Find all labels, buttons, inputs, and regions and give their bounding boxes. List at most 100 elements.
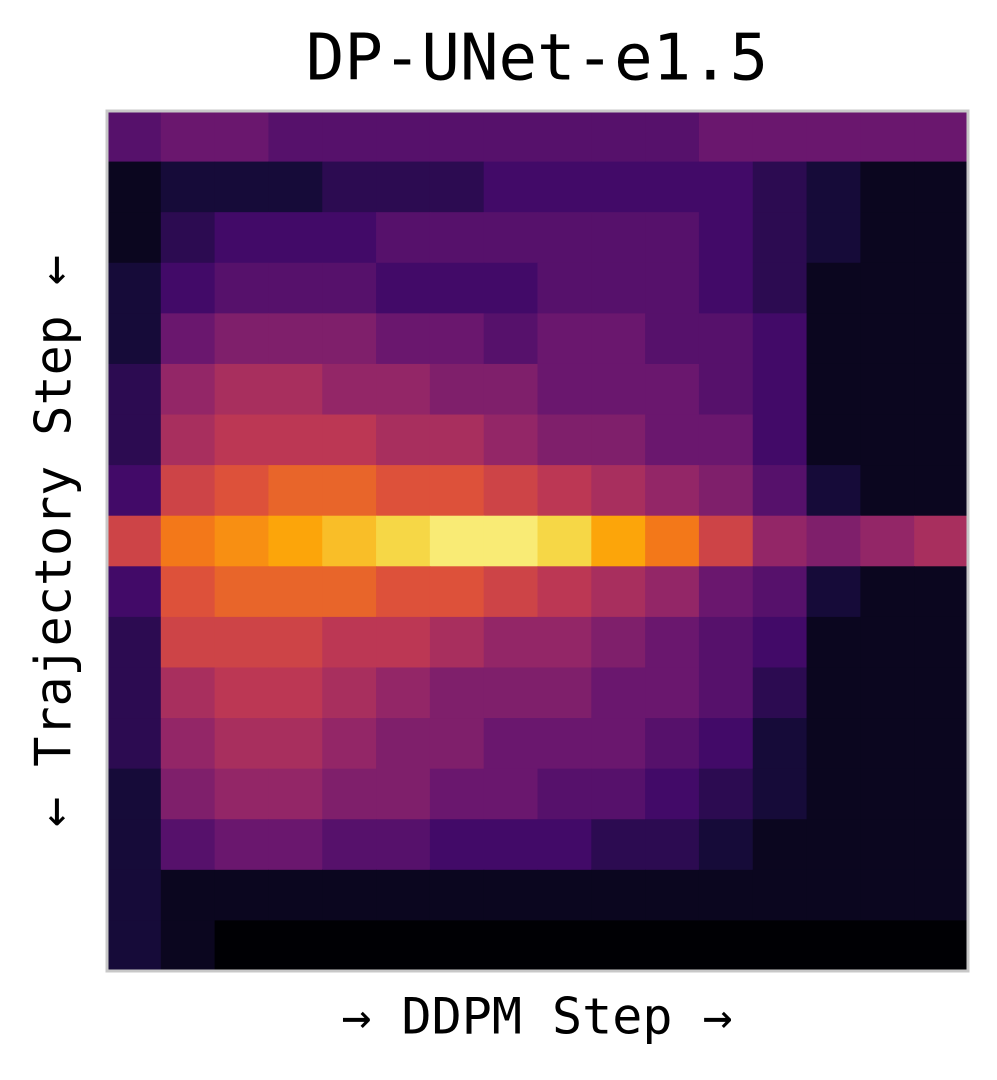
heatmap-cell bbox=[537, 566, 592, 618]
heatmap-cell bbox=[107, 212, 162, 264]
heatmap-cell bbox=[268, 768, 323, 820]
heatmap-cell bbox=[914, 363, 969, 416]
heatmap-cell bbox=[483, 262, 539, 314]
heatmap-cell bbox=[806, 768, 861, 820]
heatmap-cell bbox=[860, 363, 915, 416]
heatmap-cell bbox=[376, 718, 431, 770]
x-axis-label: → DDPM Step → bbox=[341, 988, 732, 1046]
heatmap-cell bbox=[914, 920, 969, 972]
heatmap-cell bbox=[160, 313, 216, 365]
heatmap-cell bbox=[429, 313, 485, 365]
heatmap-cell bbox=[268, 161, 323, 213]
heatmap-cell bbox=[591, 111, 646, 163]
heatmap-cell bbox=[537, 515, 592, 567]
heatmap-cell bbox=[752, 616, 808, 669]
heatmap-cell bbox=[806, 313, 861, 365]
heatmap-cell bbox=[429, 465, 485, 517]
heatmap-cell bbox=[752, 161, 808, 213]
heatmap-cell bbox=[537, 667, 592, 719]
heatmap-cell bbox=[591, 212, 646, 264]
heatmap-cell bbox=[860, 313, 915, 365]
heatmap-cell bbox=[160, 718, 216, 770]
heatmap-cell bbox=[860, 212, 915, 264]
heatmap-cell bbox=[429, 161, 485, 213]
heatmap-cell bbox=[214, 313, 270, 365]
heatmap-cell bbox=[376, 262, 431, 314]
heatmap-cell bbox=[107, 515, 162, 567]
heatmap-cell bbox=[591, 414, 646, 466]
heatmap-cell bbox=[322, 616, 377, 669]
heatmap-cell bbox=[429, 363, 485, 416]
heatmap-cell bbox=[860, 667, 915, 719]
heatmap-cell bbox=[376, 566, 431, 618]
heatmap-cell bbox=[860, 414, 915, 466]
heatmap-cell bbox=[268, 515, 323, 567]
heatmap-cell bbox=[914, 262, 969, 314]
heatmap-cell bbox=[860, 161, 915, 213]
heatmap-cell bbox=[214, 363, 270, 416]
heatmap-cell bbox=[537, 212, 592, 264]
heatmap-cell bbox=[107, 262, 162, 314]
heatmap-cell bbox=[322, 869, 377, 922]
heatmap-cell bbox=[483, 616, 539, 669]
heatmap-cell bbox=[160, 819, 216, 871]
heatmap-cell bbox=[914, 869, 969, 922]
heatmap-cell bbox=[645, 212, 700, 264]
heatmap-cell bbox=[752, 819, 808, 871]
heatmap-cell bbox=[752, 313, 808, 365]
heatmap-cell bbox=[214, 414, 270, 466]
heatmap-cell bbox=[914, 465, 969, 517]
heatmap-cell bbox=[537, 819, 592, 871]
heatmap-cell bbox=[860, 262, 915, 314]
heatmap-cell bbox=[752, 667, 808, 719]
heatmap-cell bbox=[107, 111, 162, 163]
heatmap-cell bbox=[214, 262, 270, 314]
heatmap-cell bbox=[322, 111, 377, 163]
heatmap-cell bbox=[806, 212, 861, 264]
heatmap-cell bbox=[806, 616, 861, 669]
heatmap-cell bbox=[376, 819, 431, 871]
heatmap-cell bbox=[914, 515, 969, 567]
heatmap-cell bbox=[107, 161, 162, 213]
heatmap-cell bbox=[645, 869, 700, 922]
heatmap-cell bbox=[429, 718, 485, 770]
heatmap-cell bbox=[429, 869, 485, 922]
heatmap-cell bbox=[322, 465, 377, 517]
heatmap-cell bbox=[268, 566, 323, 618]
heatmap-cell bbox=[537, 262, 592, 314]
heatmap-cell bbox=[160, 161, 216, 213]
heatmap-cell bbox=[752, 768, 808, 820]
heatmap-cell bbox=[698, 161, 754, 213]
heatmap-cell bbox=[698, 414, 754, 466]
heatmap-cell bbox=[914, 616, 969, 669]
heatmap-cell bbox=[806, 161, 861, 213]
heatmap-cell bbox=[483, 465, 539, 517]
heatmap-cell bbox=[645, 718, 700, 770]
heatmap-cell bbox=[806, 718, 861, 770]
heatmap-cell bbox=[537, 111, 592, 163]
heatmap-cell bbox=[214, 161, 270, 213]
heatmap-cell bbox=[537, 414, 592, 466]
heatmap-cell bbox=[698, 212, 754, 264]
heatmap-cell bbox=[645, 161, 700, 213]
heatmap-cell bbox=[752, 111, 808, 163]
heatmap-cell bbox=[214, 718, 270, 770]
heatmap-cell bbox=[322, 718, 377, 770]
heatmap-cell bbox=[914, 819, 969, 871]
heatmap-cell bbox=[806, 363, 861, 416]
heatmap-cell bbox=[806, 819, 861, 871]
heatmap-cell bbox=[752, 212, 808, 264]
heatmap-cell bbox=[160, 515, 216, 567]
heatmap-cell bbox=[214, 920, 270, 972]
heatmap-cell bbox=[860, 515, 915, 567]
heatmap-cell bbox=[591, 768, 646, 820]
heatmap-cell bbox=[698, 566, 754, 618]
heatmap-cell bbox=[107, 566, 162, 618]
heatmap-cell bbox=[698, 111, 754, 163]
heatmap-cell bbox=[107, 920, 162, 972]
heatmap-cell bbox=[429, 920, 485, 972]
heatmap-cell bbox=[429, 768, 485, 820]
heatmap-cell bbox=[483, 920, 539, 972]
heatmap-cell bbox=[214, 869, 270, 922]
